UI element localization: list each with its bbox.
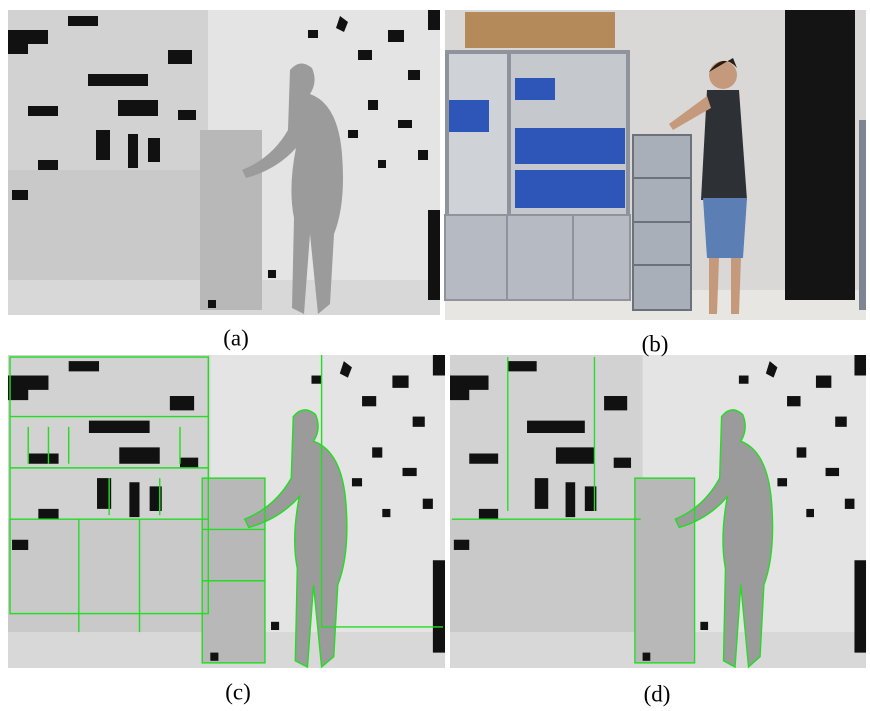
page: {"figure": {"panels": [{"caption": "(a)"… — [0, 0, 870, 711]
panel-image — [8, 10, 440, 315]
panel-image — [450, 355, 866, 668]
figure: (a) (b) (c) (d) — [0, 0, 870, 711]
caption: (b) — [642, 331, 669, 356]
panel-image — [8, 355, 445, 668]
caption: (a) — [223, 325, 249, 350]
panel-image — [445, 10, 866, 320]
caption: (d) — [644, 681, 671, 706]
caption: (c) — [225, 679, 251, 704]
